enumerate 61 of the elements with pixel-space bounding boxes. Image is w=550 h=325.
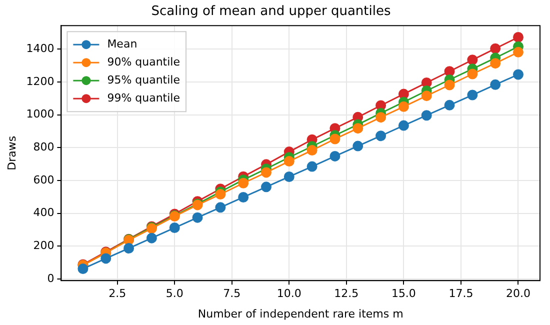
- point: [512, 69, 524, 80]
- x-tick-label: 15.0: [391, 287, 416, 300]
- point: [306, 161, 318, 172]
- point: [169, 222, 180, 234]
- point: [352, 123, 364, 134]
- x-tick-label: 12.5: [334, 287, 359, 300]
- x-tick-label: 7.5: [223, 287, 241, 300]
- point: [444, 66, 455, 77]
- point: [146, 232, 157, 244]
- y-tick-label: 800: [33, 140, 54, 154]
- point: [215, 189, 226, 200]
- x-tick-label: 10.0: [276, 287, 302, 300]
- point: [490, 58, 501, 69]
- x-tick-label: 5.0: [166, 287, 184, 300]
- point: [421, 90, 432, 102]
- y-tick-label: 200: [33, 239, 54, 252]
- point: [238, 178, 249, 188]
- point: [467, 68, 478, 80]
- legend-label: 90% quantile: [107, 55, 180, 68]
- x-tick-label: 2.5: [108, 287, 126, 300]
- point: [490, 43, 501, 54]
- legend-label: Mean: [107, 37, 138, 50]
- point: [284, 171, 294, 182]
- x-tick-label: 20.0: [506, 287, 530, 300]
- point: [444, 100, 455, 110]
- point: [512, 46, 524, 58]
- x-tick-label: 17.5: [448, 287, 474, 300]
- point: [100, 253, 112, 264]
- point: [421, 110, 432, 121]
- point: [124, 243, 134, 254]
- y-tick-label: 0: [47, 272, 54, 285]
- point: [78, 264, 88, 274]
- legend-label: 95% quantile: [107, 73, 180, 86]
- y-tick-label: 600: [33, 173, 54, 186]
- point: [352, 140, 364, 152]
- point: [306, 145, 318, 156]
- point: [284, 156, 294, 167]
- y-tick-label: 1200: [26, 74, 54, 88]
- point: [215, 202, 226, 213]
- point: [376, 130, 386, 142]
- y-tick-label: 1400: [26, 42, 54, 56]
- point: [512, 32, 524, 42]
- point: [467, 54, 478, 66]
- x-axis-title: Number of independent rare items m: [198, 307, 404, 320]
- point: [490, 79, 501, 90]
- legend-label: 99% quantile: [107, 91, 180, 104]
- point: [260, 182, 272, 192]
- point: [398, 101, 409, 112]
- point: [376, 112, 386, 123]
- point: [192, 212, 203, 223]
- point: [467, 90, 478, 100]
- y-axis-title: Draws: [5, 136, 18, 170]
- point: [330, 134, 340, 144]
- point: [238, 192, 249, 202]
- point: [260, 167, 272, 178]
- point: [330, 150, 340, 162]
- point: [444, 80, 455, 90]
- y-tick-label: 1000: [26, 108, 54, 121]
- chart-title: Scaling of mean and upper quantiles: [151, 4, 391, 20]
- y-tick-label: 400: [33, 206, 54, 220]
- point: [398, 120, 409, 131]
